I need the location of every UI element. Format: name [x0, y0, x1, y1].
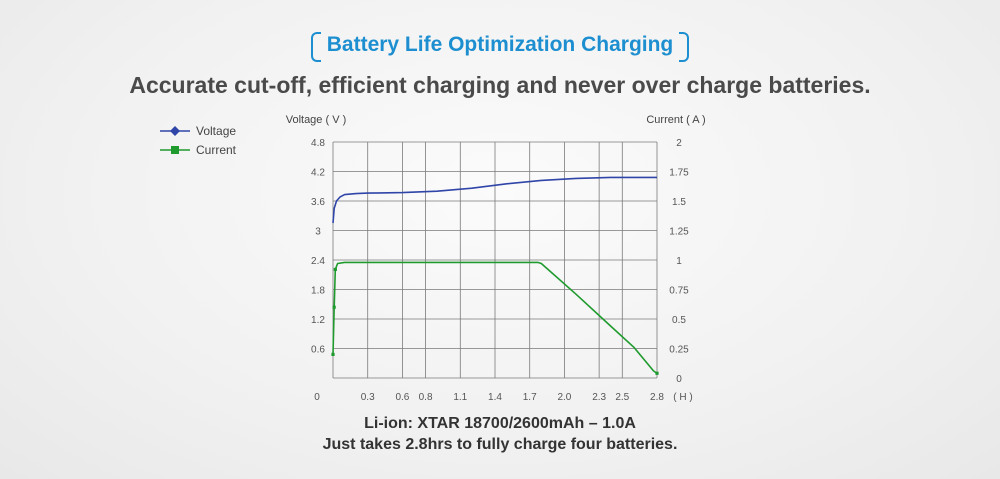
y-right-tick-label: 0: [676, 374, 682, 385]
series-line-current: [332, 261, 658, 374]
legend-label-voltage: Voltage: [196, 124, 236, 138]
caption-charge-time: Just takes 2.8hrs to fully charge four b…: [322, 436, 678, 453]
x-unit-label: ( H ): [673, 392, 692, 403]
chart-lines: [331, 176, 659, 375]
x-tick-label: 0.3: [361, 392, 375, 403]
y-left-axis-title: Voltage ( V ): [286, 114, 347, 126]
y-right-axis-title: Current ( A ): [646, 114, 705, 126]
page-title: Battery Life Optimization Charging: [310, 30, 690, 62]
y-right-tick-label: 1.25: [669, 227, 689, 238]
y-left-tick-label: 3: [315, 227, 321, 238]
x-tick-label: 2.0: [557, 392, 571, 403]
x-tick-label: 2.3: [592, 392, 606, 403]
y-left-tick-label: 2.4: [311, 256, 325, 267]
title-block: Battery Life Optimization Charging: [0, 30, 1000, 62]
current-data-point: [332, 305, 336, 309]
left-bracket-decoration: [310, 32, 321, 62]
legend-square-icon: [171, 146, 179, 154]
legend-label-current: Current: [196, 143, 237, 157]
current-data-point: [333, 267, 337, 272]
y-left-tick-label: 0.6: [311, 345, 325, 356]
x-tick-label: 0.8: [419, 392, 433, 403]
chart-ticks: 0 0.3 0.6 0.8 1.1 1.4 1.7 2.0 2.3 2.5 2.8 ( H ) 0.6 1…: [286, 114, 706, 403]
x-tick-label: 2.8: [650, 392, 664, 403]
current-data-point: [331, 352, 335, 356]
y-right-tick-label: 0.25: [669, 345, 689, 356]
y-left-tick-label: 1.2: [311, 315, 325, 326]
x-tick-label: 1.7: [523, 392, 537, 403]
x-tick-label: 2.5: [615, 392, 629, 403]
x-tick-label: 0.6: [395, 392, 409, 403]
y-right-tick-label: 1.75: [669, 168, 689, 179]
current-data-point: [655, 371, 659, 375]
y-right-tick-label: 0.5: [672, 315, 686, 326]
y-right-tick-label: 1.5: [672, 197, 686, 208]
caption-battery-spec: Li-ion: XTAR 18700/2600mAh – 1.0A: [364, 415, 636, 432]
chart-grid: [332, 141, 658, 379]
y-left-tick-label: 4.2: [311, 168, 325, 179]
x-tick-label: 1.1: [453, 392, 467, 403]
right-bracket-decoration: [679, 32, 690, 62]
series-line-voltage: [332, 176, 657, 224]
legend-diamond-icon: [170, 126, 180, 136]
x-tick-label: 1.4: [488, 392, 502, 403]
page-subtitle: Accurate cut-off, efficient charging and…: [129, 72, 871, 98]
y-left-tick-label: 4.8: [311, 138, 325, 149]
y-right-tick-label: 2: [676, 138, 682, 149]
title-text: Battery Life Optimization Charging: [326, 33, 674, 56]
chart-legend: Voltage Current: [160, 124, 237, 157]
y-left-tick-label: 1.8: [311, 286, 325, 297]
y-right-tick-label: 1: [676, 256, 682, 267]
y-left-tick-label: 3.6: [311, 197, 325, 208]
x-tick-label: 0: [314, 392, 320, 403]
y-right-tick-label: 0.75: [669, 286, 689, 297]
